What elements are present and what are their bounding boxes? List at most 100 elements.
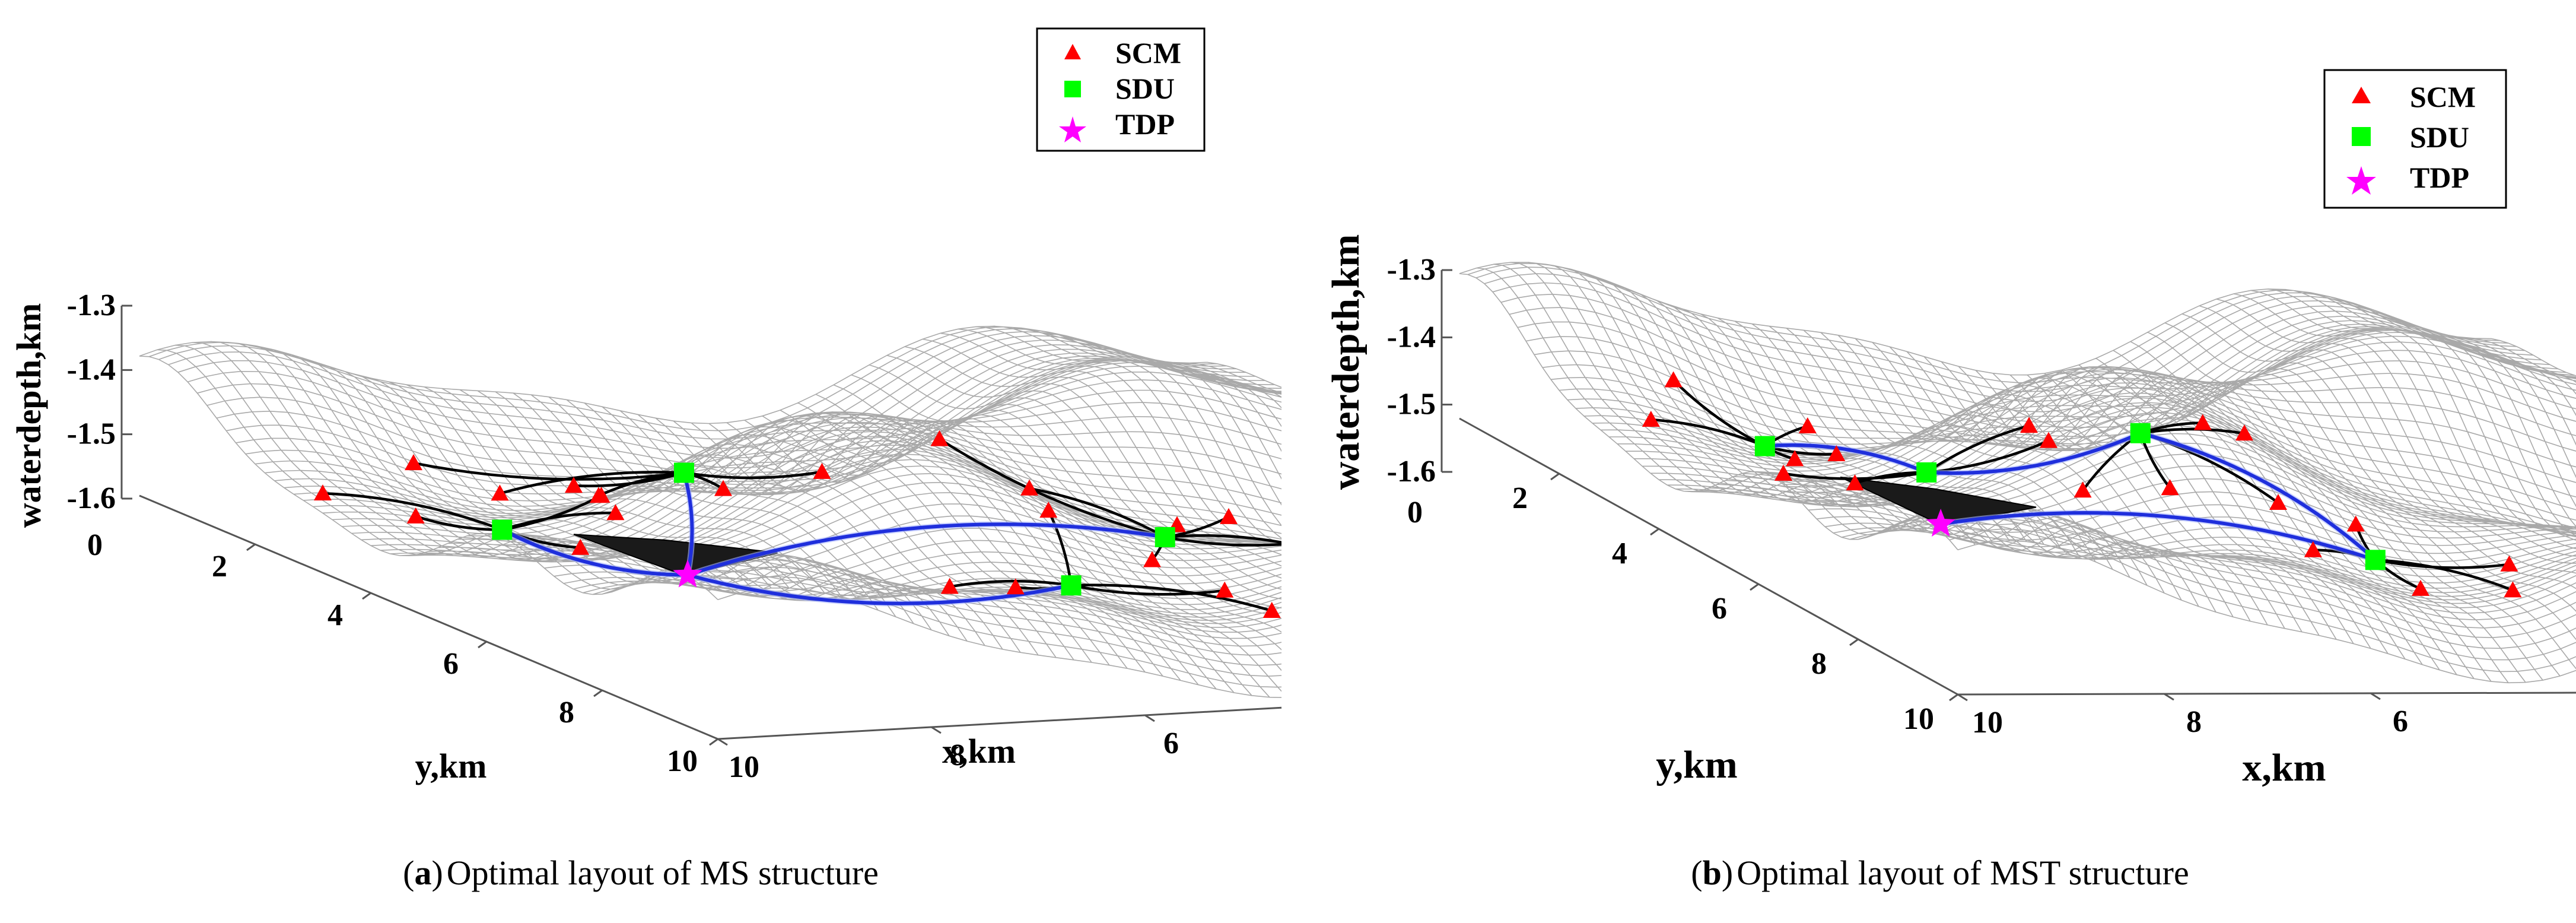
- ztick-label: -1.6: [1387, 455, 1436, 489]
- scm-marker: [1774, 464, 1792, 481]
- xtick-mark: [1359, 703, 1368, 709]
- scm-marker: [1299, 539, 1316, 555]
- caption-a-letter: a: [414, 854, 431, 892]
- legend-scm-icon-a: [1064, 44, 1081, 59]
- scm-marker: [940, 578, 959, 594]
- scm-marker: [590, 487, 608, 503]
- scm-marker: [1143, 551, 1161, 567]
- xtick-mark: [2370, 692, 2381, 700]
- axes-b: [1440, 270, 2576, 696]
- xtick-label: 8: [2186, 705, 2202, 739]
- legend-sdu-icon-b: [2352, 127, 2371, 146]
- legend-scm-label-a: SCM: [1115, 36, 1181, 69]
- scm-marker: [2304, 541, 2322, 557]
- ytick-mark: [1849, 638, 1859, 646]
- surface-wireframe: [139, 325, 1281, 698]
- xtick-mark: [1957, 693, 1968, 702]
- scm-marker: [1642, 411, 1660, 427]
- ylabel-b: y,km: [1656, 743, 1738, 786]
- scm-marker: [2235, 424, 2253, 441]
- scm-marker: [1216, 581, 1234, 598]
- scm-marker: [813, 462, 831, 479]
- branch-flowline: [2374, 559, 2514, 592]
- sdu-marker: [1916, 462, 1937, 483]
- scm-marker: [606, 504, 625, 521]
- ztick-label: -1.5: [67, 417, 116, 451]
- ytick-label: 10: [1903, 702, 1934, 736]
- ytick-mark: [362, 592, 371, 600]
- xtick-label: 6: [2393, 705, 2408, 738]
- scm-marker: [1262, 601, 1281, 618]
- scm-marker: [1020, 479, 1038, 496]
- xtick-mark: [931, 726, 942, 734]
- sdu-marker: [1754, 436, 1775, 456]
- scm-marker: [405, 454, 422, 471]
- legend-sdu-icon-a: [1064, 81, 1081, 97]
- axis-line-x: [1957, 692, 2576, 696]
- caption-a-text: Optimal layout of MS structure: [447, 854, 879, 892]
- sdu-marker: [2130, 423, 2151, 443]
- scm-marker: [2073, 481, 2092, 498]
- legend-sdu-label-b: SDU: [2410, 120, 2469, 154]
- trunk-flowline: [682, 471, 694, 577]
- ticks-a: -1.3 -1.4 -1.5 -1.6 2 4 6 8 10 0 0 2 4 6 8 10: [67, 288, 1795, 784]
- surface-mesh-b: [1459, 262, 2576, 684]
- ytick-mark: [1750, 583, 1759, 591]
- xlabel-a: x,km: [942, 732, 1016, 770]
- xtick-mark: [1786, 680, 1795, 686]
- branch-flowline: [1163, 535, 1281, 547]
- branch-flowline: [1672, 379, 1767, 448]
- xlabel-b: x,km: [2242, 746, 2326, 789]
- ytick-label: 4: [327, 598, 343, 632]
- scm-marker: [565, 477, 583, 493]
- scm-marker: [2161, 479, 2179, 496]
- axis-line-x: [717, 706, 1281, 740]
- legend-scm-icon-b: [2352, 87, 2371, 103]
- scm-marker: [2412, 579, 2429, 596]
- xtick-mark: [2164, 693, 2174, 701]
- ytick-mark: [246, 543, 256, 551]
- scm-marker: [2504, 581, 2522, 598]
- branch-flowline: [1649, 418, 1767, 448]
- branch-flowline: [597, 471, 686, 497]
- scm-marker: [491, 484, 509, 501]
- xtick-label: 8: [950, 738, 965, 772]
- ztick-label: -1.3: [67, 288, 116, 322]
- scm-marker: [2040, 432, 2057, 448]
- caption-a: (a) Optimal layout of MS structure: [403, 854, 879, 892]
- branch-flowline: [1028, 487, 1167, 539]
- scm-marker: [930, 430, 949, 446]
- axis-line-y: [139, 494, 718, 740]
- scm-marker: [1006, 578, 1025, 595]
- scm-marker: [1798, 417, 1817, 434]
- panel-a: -1.3 -1.4 -1.5 -1.6 2 4 6 8 10 0 0 2 4 6 8 10 waterdept…: [9, 27, 1795, 892]
- ytick-label: 4: [1612, 537, 1627, 570]
- sdu-marker: [1061, 575, 1082, 596]
- zlabel-b: waterdepth,km: [1324, 234, 1367, 490]
- ztick-label: -1.6: [67, 481, 116, 515]
- tdp-marker: [1926, 509, 1955, 537]
- ytick-mark: [1949, 693, 1958, 702]
- scm-marker: [1039, 502, 1058, 518]
- legend-scm-label-b: SCM: [2410, 80, 2476, 113]
- branch-flowline: [321, 491, 504, 531]
- caption-b-letter: b: [1703, 854, 1722, 892]
- sdu-marker: [1155, 526, 1175, 547]
- scm-marker: [314, 484, 332, 501]
- xtick-mark: [1572, 692, 1582, 697]
- tdp-marker: [673, 559, 702, 588]
- branch-flowline: [414, 515, 504, 531]
- ytick-label: 8: [559, 696, 574, 729]
- ytick-mark: [593, 689, 603, 697]
- surface-mesh-a: [139, 325, 1281, 698]
- trunk-flowline: [1763, 443, 1929, 474]
- scm-marker: [2193, 414, 2212, 430]
- ztick-label: -1.3: [1387, 253, 1436, 287]
- xtick-label: 6: [1163, 727, 1179, 760]
- scm-marker: [1310, 532, 1328, 548]
- scm-marker: [1846, 474, 1864, 491]
- sdu-marker: [492, 519, 513, 540]
- legend-a: SCM SDU TDP: [1036, 27, 1206, 152]
- trunk-flowline: [500, 528, 689, 577]
